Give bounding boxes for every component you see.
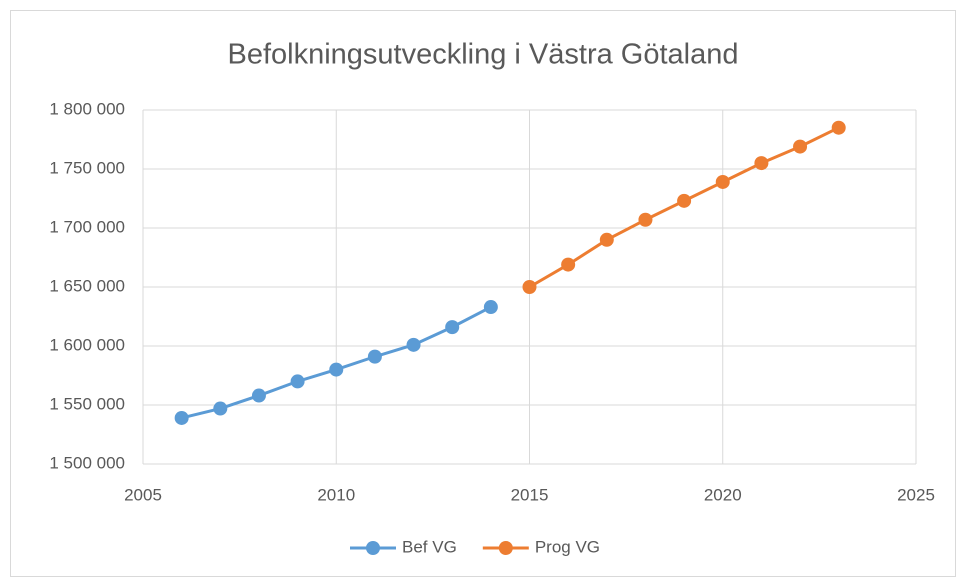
y-tick-label: 1 650 000 (49, 276, 125, 295)
legend-label: Bef VG (402, 537, 457, 556)
data-point (445, 320, 460, 335)
data-point (754, 156, 769, 171)
data-point (251, 388, 266, 403)
legend-marker (366, 541, 380, 555)
data-point (483, 300, 498, 315)
y-tick-label: 1 800 000 (49, 99, 125, 118)
data-point (522, 280, 537, 294)
x-tick-label: 2025 (897, 485, 935, 504)
x-tick-label: 2005 (124, 485, 162, 504)
data-point (793, 139, 808, 154)
data-point (213, 401, 228, 416)
y-tick-label: 1 700 000 (49, 217, 125, 236)
y-tick-label: 1 600 000 (49, 335, 125, 354)
legend-label: Prog VG (535, 537, 600, 556)
data-point (638, 212, 653, 227)
data-point (329, 362, 344, 377)
y-tick-label: 1 550 000 (49, 394, 125, 413)
data-point (599, 232, 614, 247)
data-point (715, 174, 730, 189)
chart-frame (10, 10, 956, 577)
y-tick-label: 1 500 000 (49, 453, 125, 472)
data-point (831, 120, 846, 135)
chart-title: Befolkningsutveckling i Västra Götaland (227, 39, 738, 71)
data-point (174, 410, 189, 425)
x-tick-label: 2020 (704, 485, 742, 504)
data-point (406, 337, 421, 352)
x-tick-label: 2010 (317, 485, 355, 504)
data-point (290, 374, 305, 389)
data-point (677, 193, 692, 208)
y-tick-label: 1 750 000 (49, 158, 125, 177)
legend-marker (498, 541, 513, 555)
x-tick-label: 2015 (511, 485, 549, 504)
data-point (367, 349, 382, 364)
data-point (561, 257, 576, 272)
